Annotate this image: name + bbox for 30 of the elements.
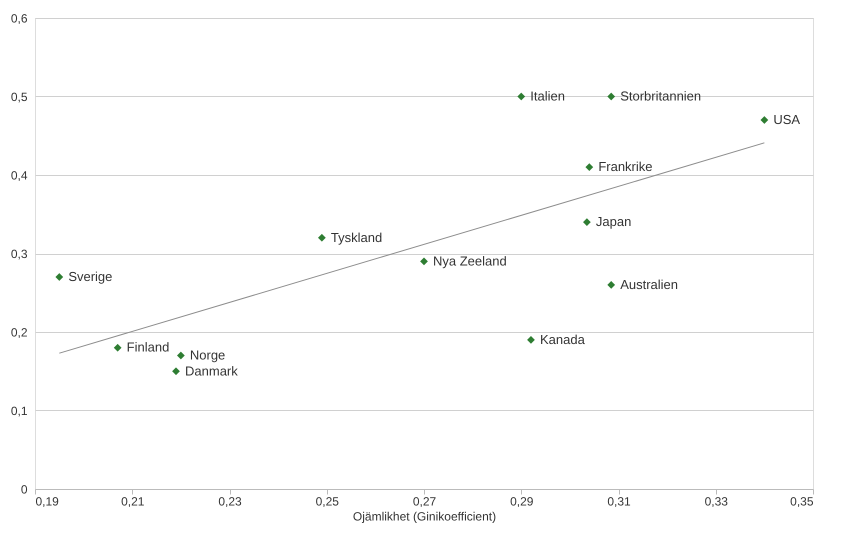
y-tick-label: 0,5 <box>10 90 28 104</box>
annotation: Australien <box>620 276 678 292</box>
x-tick-label: 0,21 <box>121 494 145 508</box>
y-tick-label: 0 <box>20 482 28 496</box>
y-tick-label: 0,3 <box>10 247 28 261</box>
annotation: Tyskland <box>330 230 382 245</box>
annotation: Nya Zeeland <box>433 253 507 268</box>
annotation: Norge <box>190 348 226 363</box>
annotation: Finland <box>126 340 170 355</box>
x-tick-label: 0,23 <box>218 494 242 508</box>
x-tick-label: 0,33 <box>704 494 728 508</box>
annotation: Sverige <box>68 269 112 284</box>
x-tick-label: 0,27 <box>412 494 436 508</box>
y-tick-label: 0,4 <box>10 168 28 182</box>
x-axis-title: Ojämlikhet (Ginikoefficient) <box>352 510 496 524</box>
annotation: Kanada <box>540 332 586 347</box>
y-tick-label: 0,6 <box>10 12 28 26</box>
annotation: Italien <box>530 88 565 104</box>
annotation: Storbritannien <box>620 88 702 104</box>
annotation: Danmark <box>185 363 238 378</box>
x-tick-label: 0,19 <box>36 494 60 508</box>
annotation: Frankrike <box>598 159 653 174</box>
y-tick-label: 0,1 <box>10 404 28 418</box>
x-tick-label: 0,25 <box>316 494 340 508</box>
x-tick-label: 0,35 <box>790 494 814 508</box>
x-tick-label: 0,31 <box>607 494 631 508</box>
annotation: Japan <box>596 214 632 230</box>
annotation: USA <box>773 112 800 128</box>
x-tick-label: 0,29 <box>510 494 534 508</box>
y-tick-label: 0,2 <box>10 326 28 340</box>
